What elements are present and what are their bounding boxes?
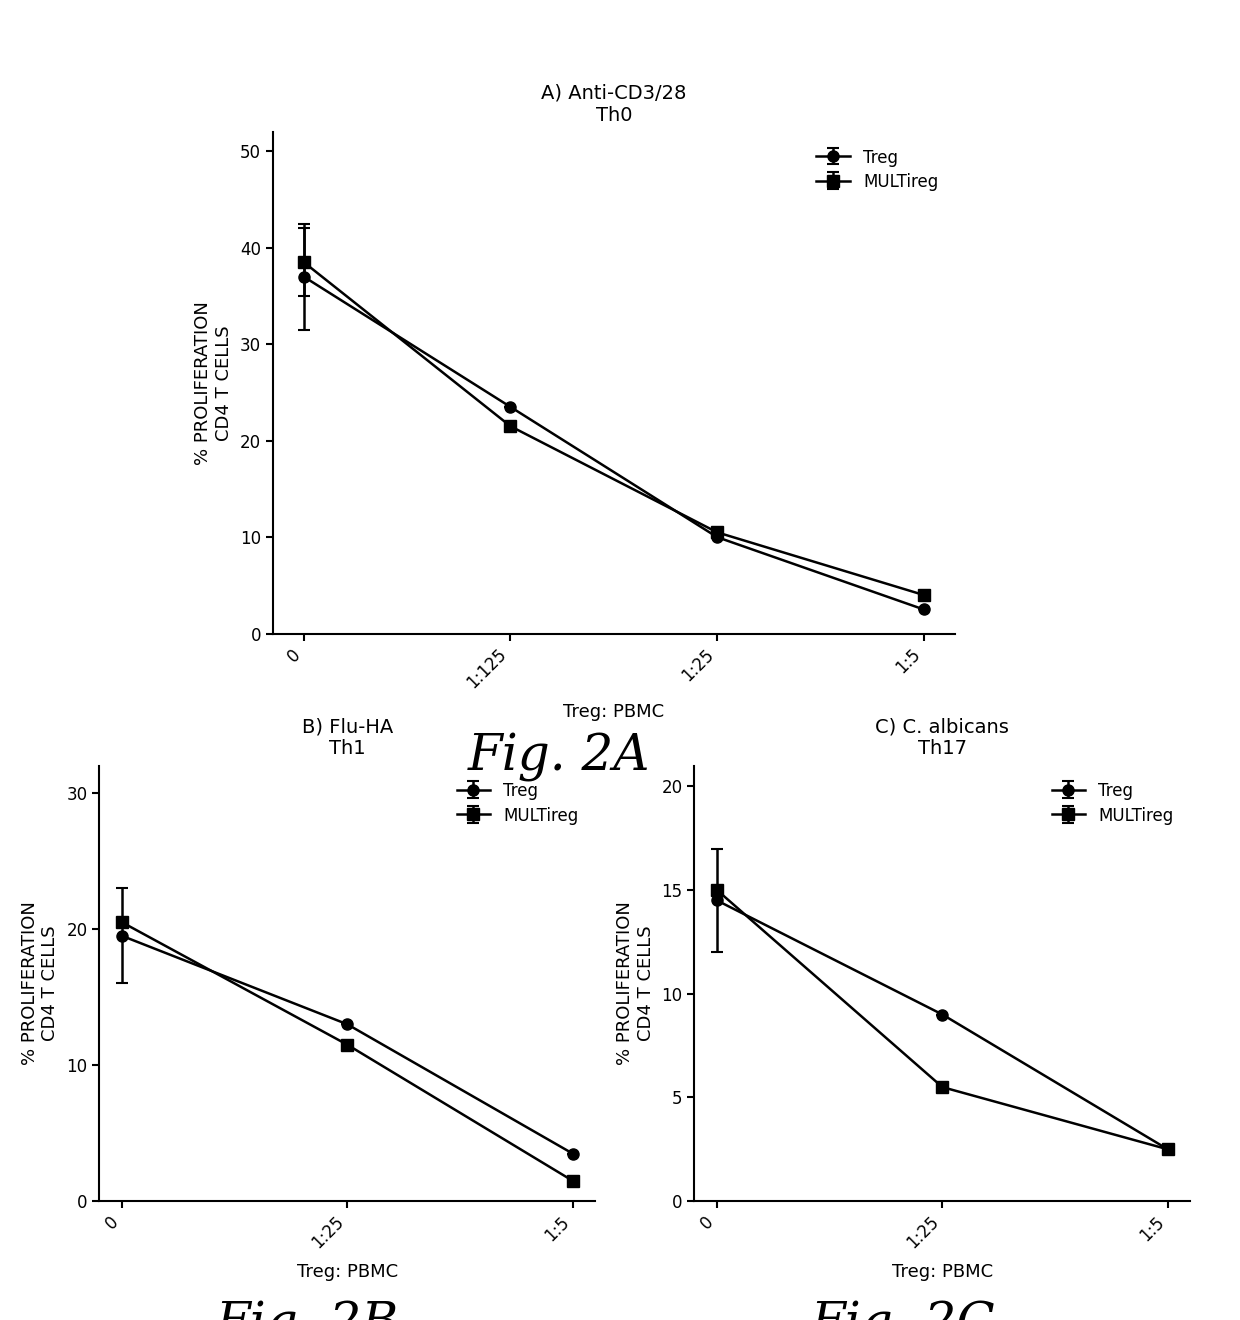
- Y-axis label: % PROLIFERATION
CD4 T CELLS: % PROLIFERATION CD4 T CELLS: [195, 301, 233, 465]
- Text: Fig. 2A: Fig. 2A: [467, 733, 651, 781]
- Title: A) Anti-CD3/28
Th0: A) Anti-CD3/28 Th0: [541, 84, 687, 125]
- Y-axis label: % PROLIFERATION
CD4 T CELLS: % PROLIFERATION CD4 T CELLS: [616, 902, 655, 1065]
- Legend: Treg, MULTireg: Treg, MULTireg: [449, 774, 587, 833]
- X-axis label: Treg: PBMC: Treg: PBMC: [892, 1263, 993, 1282]
- Text: Fig. 2C: Fig. 2C: [811, 1300, 994, 1320]
- Title: B) Flu-HA
Th1: B) Flu-HA Th1: [301, 718, 393, 759]
- Text: Fig. 2B: Fig. 2B: [216, 1300, 399, 1320]
- Title: C) C. albicans
Th17: C) C. albicans Th17: [875, 718, 1009, 759]
- Legend: Treg, MULTireg: Treg, MULTireg: [1044, 774, 1182, 833]
- Legend: Treg, MULTireg: Treg, MULTireg: [808, 140, 946, 199]
- X-axis label: Treg: PBMC: Treg: PBMC: [296, 1263, 398, 1282]
- X-axis label: Treg: PBMC: Treg: PBMC: [563, 704, 665, 721]
- Y-axis label: % PROLIFERATION
CD4 T CELLS: % PROLIFERATION CD4 T CELLS: [21, 902, 60, 1065]
